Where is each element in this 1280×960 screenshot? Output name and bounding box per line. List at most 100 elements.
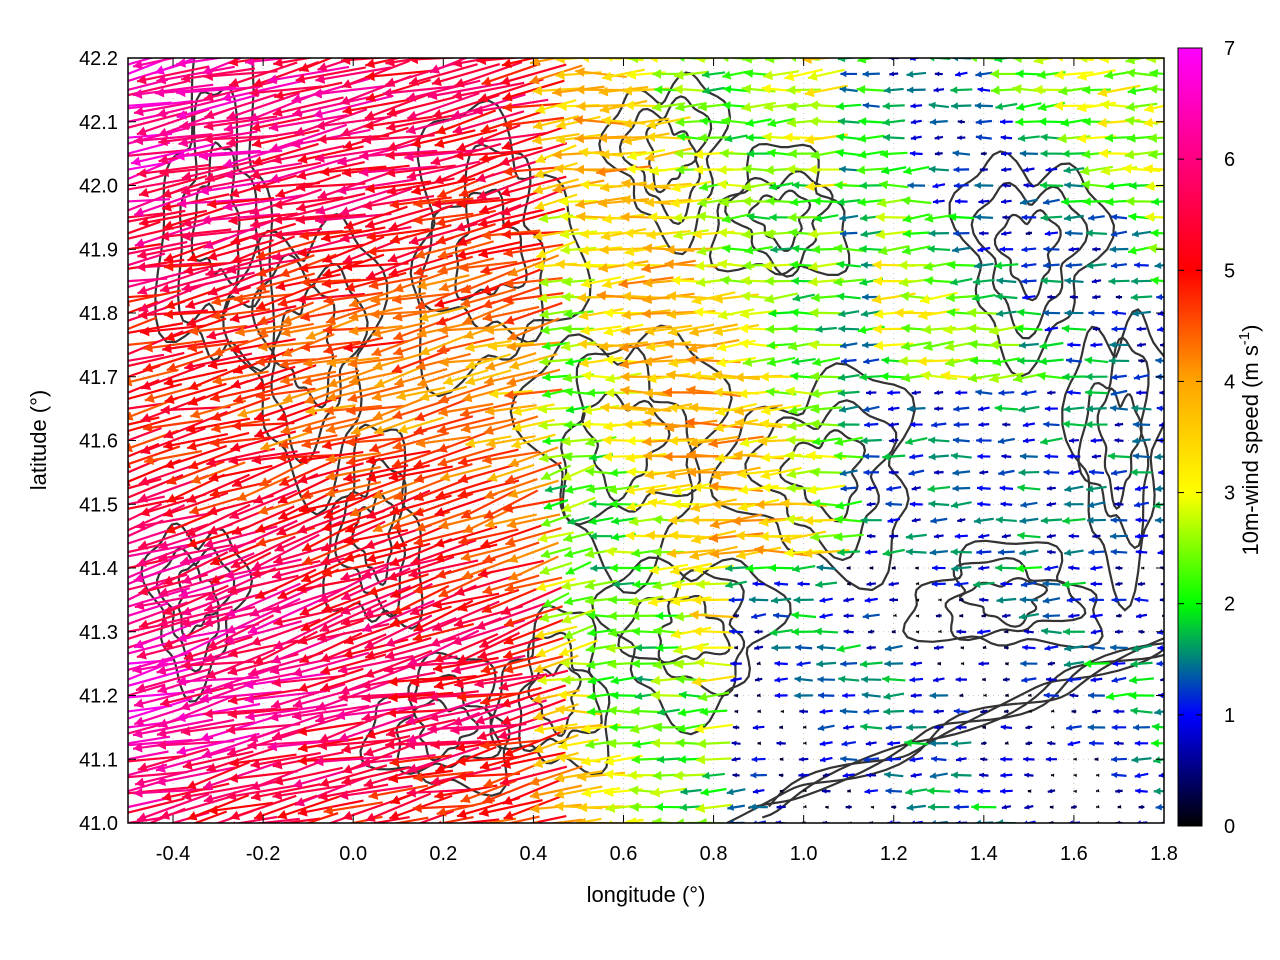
wind-arrow-head <box>1019 452 1027 460</box>
contour-line <box>948 150 1116 378</box>
wind-arrow <box>1040 516 1063 525</box>
wind-arrow <box>388 675 454 687</box>
wind-arrow-head <box>789 324 798 334</box>
wind-arrow <box>779 725 784 730</box>
wind-arrow <box>933 533 944 539</box>
wind-arrow <box>1135 613 1148 619</box>
wind-arrow <box>980 756 988 762</box>
wind-arrow-head <box>385 650 396 660</box>
wind-arrow <box>1023 629 1034 635</box>
wind-arrow <box>187 794 250 821</box>
wind-arrow <box>477 636 545 660</box>
wind-arrow-head <box>581 723 591 734</box>
wind-arrow <box>480 739 542 751</box>
wind-arrow-shaft <box>161 782 230 800</box>
wind-arrow-head <box>183 828 193 837</box>
wind-arrow <box>913 645 919 650</box>
wind-arrow <box>361 671 436 690</box>
wind-arrow-head <box>893 613 897 618</box>
wind-arrow <box>1117 804 1122 809</box>
wind-arrow <box>1114 422 1124 427</box>
wind-arrow-head <box>734 645 739 650</box>
wind-arrow-shaft <box>134 764 212 786</box>
wind-arrow-head <box>1109 532 1117 540</box>
wind-arrow-head <box>631 659 640 669</box>
wind-arrow-head <box>1156 293 1163 301</box>
wind-arrow-head <box>272 759 283 770</box>
wind-arrow <box>1128 675 1154 685</box>
wind-arrow <box>656 755 681 764</box>
wind-arrow <box>799 756 809 762</box>
wind-arrow-head <box>604 769 614 780</box>
wind-arrow <box>272 751 344 770</box>
wind-arrow-head <box>480 696 491 706</box>
wind-arrow-head <box>626 435 636 446</box>
wind-arrow-head <box>1018 468 1026 477</box>
wind-arrow-head <box>292 778 303 789</box>
wind-arrow <box>1114 485 1124 491</box>
wind-arrow <box>1137 581 1146 587</box>
wind-arrow <box>1044 453 1059 460</box>
wind-arrow <box>860 436 882 445</box>
wind-arrow <box>269 654 347 675</box>
wind-arrow <box>695 754 732 765</box>
wind-arrow-head <box>452 716 463 726</box>
wind-arrow-head <box>752 724 759 731</box>
wind-arrow-shaft <box>383 655 458 673</box>
wind-arrow-head <box>909 708 915 715</box>
wind-arrow <box>128 601 189 626</box>
wind-arrow <box>954 787 969 794</box>
wind-arrow <box>650 787 687 798</box>
wind-arrow-head <box>501 823 511 833</box>
wind-arrow <box>774 660 788 667</box>
wind-arrow-head <box>1043 469 1050 476</box>
wind-arrow-head <box>915 630 920 634</box>
wind-arrow-head <box>199 693 209 704</box>
wind-arrow <box>587 691 615 701</box>
wind-arrow <box>1156 660 1164 667</box>
wind-arrow-head <box>861 675 868 684</box>
wind-arrow-shaft <box>384 616 457 647</box>
wind-arrow-shaft <box>233 815 278 823</box>
wind-arrow-head <box>296 827 306 836</box>
wind-arrow <box>128 716 189 735</box>
wind-arrow-shaft <box>272 784 344 798</box>
wind-arrow-head <box>713 387 723 398</box>
wind-arrow-head <box>918 310 928 320</box>
wind-arrow <box>889 533 899 539</box>
wind-arrow <box>1000 756 1013 763</box>
wind-arrow <box>1154 708 1164 716</box>
wind-arrow <box>806 484 846 495</box>
wind-arrow-head <box>203 780 214 790</box>
wind-arrow-head <box>319 622 330 632</box>
wind-arrow <box>1096 773 1100 777</box>
wind-arrow-head <box>843 613 849 619</box>
wind-arrow <box>181 783 255 801</box>
wind-arrow-head <box>578 802 588 813</box>
wind-arrow-head <box>870 805 875 809</box>
wind-arrow <box>554 770 603 783</box>
wind-arrow-head <box>1111 771 1118 779</box>
wind-arrow-head <box>825 805 829 810</box>
wind-arrow-head <box>765 387 775 397</box>
wind-arrow <box>810 388 843 399</box>
wind-arrow <box>1004 741 1009 745</box>
wind-arrow <box>798 772 809 778</box>
wind-arrow <box>297 755 364 766</box>
wind-arrow-head <box>1028 709 1032 713</box>
wind-arrow-head <box>959 693 964 698</box>
wind-arrow-head <box>906 803 914 811</box>
wind-arrow-head <box>412 632 423 643</box>
wind-arrow <box>793 596 814 604</box>
wind-arrow-head <box>678 755 686 764</box>
wind-arrow <box>407 629 480 666</box>
wind-arrow-head <box>1115 294 1121 300</box>
wind-arrow-head <box>863 756 870 763</box>
wind-arrow <box>863 708 879 715</box>
wind-arrow <box>997 548 1015 556</box>
wind-arrow-shaft <box>319 599 388 633</box>
contour-line <box>560 345 702 526</box>
wind-arrow-shaft <box>269 654 347 673</box>
wind-arrow <box>978 421 990 428</box>
wind-arrow-shaft <box>406 711 481 744</box>
